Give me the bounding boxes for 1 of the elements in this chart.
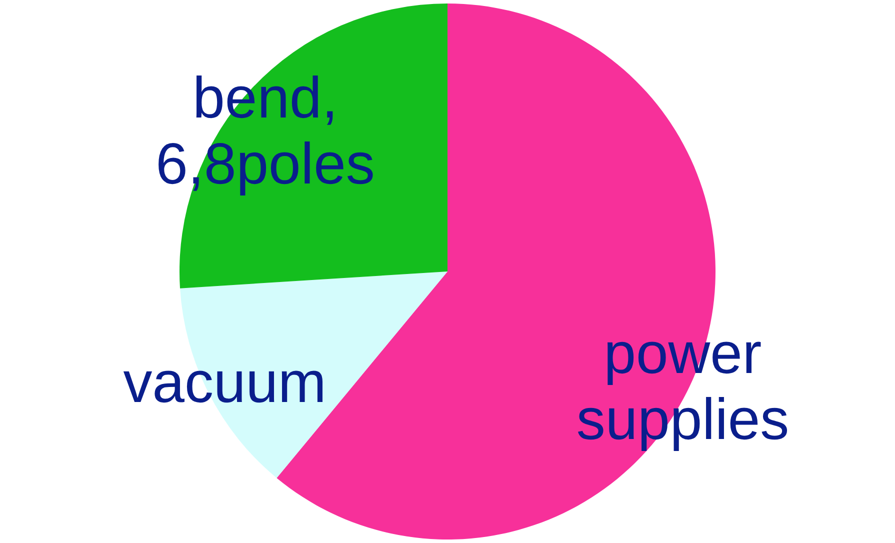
slice-label: vacuum	[123, 350, 326, 415]
